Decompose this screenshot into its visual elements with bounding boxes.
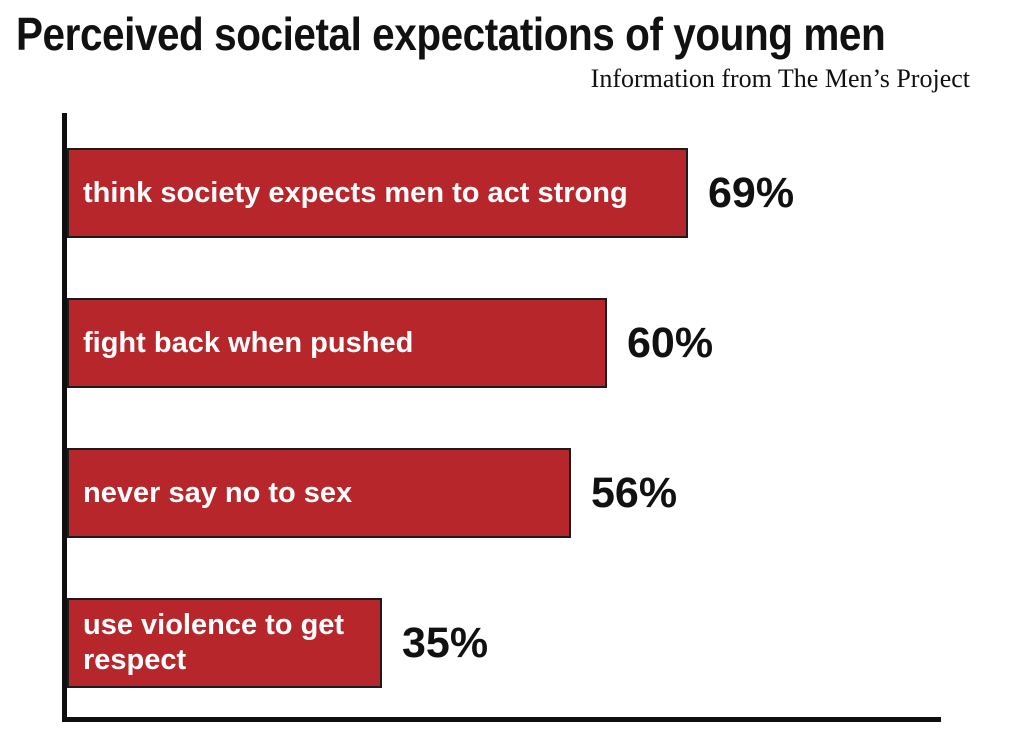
bar-use-violence-to-get-respect: use violence to get respect [67, 598, 382, 688]
bar-row-fight-back-when-pushed: fight back when pushed 60% [67, 298, 713, 388]
bar-value-label: 60% [627, 318, 714, 367]
bar-label: fight back when pushed [83, 326, 414, 359]
x-axis-line [62, 717, 941, 722]
bar-row-use-violence-to-get-respect: use violence to get respect 35% [67, 598, 488, 688]
bar-think-society-expects-men-to-act-strong: think society expects men to act strong [67, 148, 688, 238]
bar-never-say-no-to-sex: never say no to sex [67, 448, 571, 538]
bar-fight-back-when-pushed: fight back when pushed [67, 298, 607, 388]
bar-row-think-society-expects-men-to-act-strong: think society expects men to act strong 6… [67, 148, 794, 238]
bar-label: think society expects men to act strong [83, 176, 628, 209]
bar-row-never-say-no-to-sex: never say no to sex 56% [67, 448, 677, 538]
bar-value-label: 69% [708, 168, 795, 217]
chart-source-note: Information from The Men’s Project [590, 64, 970, 93]
y-axis-line [62, 113, 67, 722]
chart-title: Perceived societal expectations of young… [16, 8, 886, 60]
bar-label: never say no to sex [83, 476, 353, 509]
bar-value-label: 56% [591, 468, 678, 517]
bar-label: use violence to get respect [83, 609, 345, 676]
bar-value-label: 35% [402, 618, 489, 667]
